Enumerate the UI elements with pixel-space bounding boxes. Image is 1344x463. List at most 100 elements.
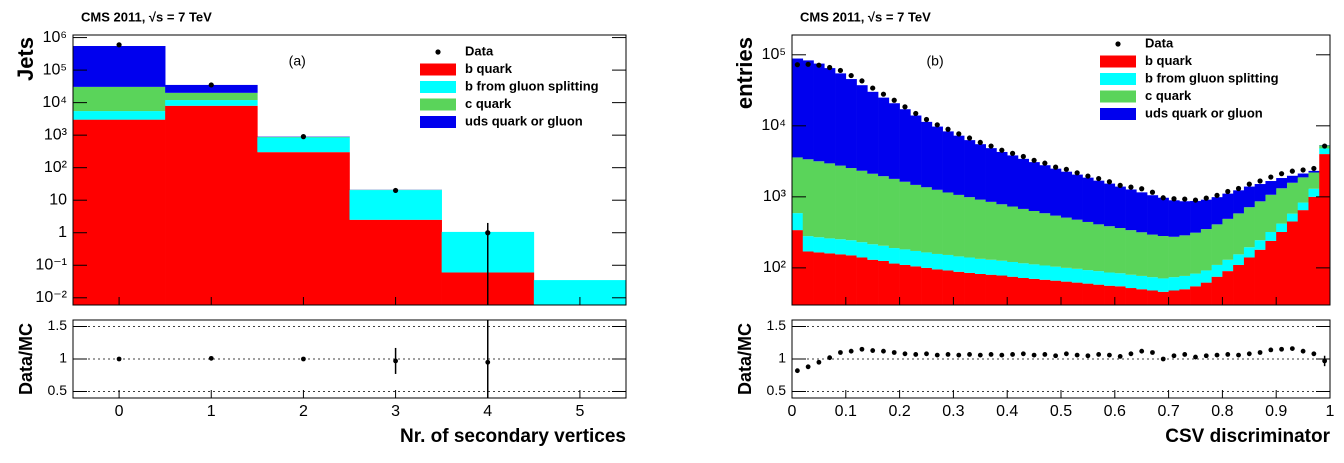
histogram-bar [921, 121, 933, 188]
histogram-bar [1071, 219, 1083, 269]
histogram-bar [257, 137, 350, 153]
y-tick-label: 1.5 [48, 317, 68, 333]
ratio-point [393, 358, 398, 364]
histogram-bar [824, 238, 836, 254]
histogram-bar [1200, 270, 1212, 283]
data-point [816, 62, 822, 68]
ratio-point [1203, 353, 1209, 359]
ratio-point [1010, 352, 1015, 357]
y-axis-title: Data/MC [16, 323, 36, 395]
legend-label: b quark [465, 61, 513, 76]
histogram-bar [813, 161, 825, 238]
histogram-bar [1093, 271, 1105, 285]
data-point [1171, 196, 1177, 202]
ratio-point [1322, 358, 1328, 364]
ratio-point [1257, 350, 1263, 355]
histogram-bar [910, 184, 922, 251]
histogram-bar [1254, 240, 1266, 250]
histogram-bar [867, 173, 879, 245]
histogram-bar [802, 159, 814, 237]
data-point [1009, 150, 1016, 156]
histogram-bar [899, 109, 911, 182]
histogram-bar [1243, 247, 1255, 258]
ratio-point [794, 368, 800, 374]
histogram-bar [792, 157, 804, 214]
histogram-bar [878, 176, 890, 246]
histogram-bar [1265, 181, 1277, 195]
histogram-bar [1028, 162, 1040, 211]
histogram-bar [996, 260, 1008, 276]
data-point [827, 64, 833, 71]
histogram-bar [73, 111, 166, 120]
histogram-bar [1168, 200, 1180, 237]
histogram-bar [349, 190, 442, 220]
y-axis-title: Jets [13, 37, 38, 81]
ratio-point [848, 348, 854, 354]
data-point [988, 143, 994, 149]
histogram-bar [953, 194, 965, 257]
ratio-point [1225, 352, 1231, 357]
data-point [1235, 185, 1242, 192]
ratio-point [977, 352, 983, 358]
histogram-bar [1211, 264, 1223, 277]
histogram-bar [1308, 170, 1320, 173]
ratio-point [924, 351, 929, 357]
ratio-point [945, 352, 951, 357]
data-point [1268, 174, 1274, 180]
ratio-point [301, 356, 306, 362]
histogram-bar [1017, 263, 1030, 278]
histogram-bar [964, 197, 976, 258]
histogram-bar [878, 260, 890, 305]
x-tick-label: 0.9 [1265, 403, 1287, 420]
data-point [870, 85, 876, 91]
y-tick-label: 10³ [44, 126, 68, 143]
x-tick-label: 5 [575, 403, 584, 420]
histogram-bar [953, 271, 965, 305]
histogram-bar [1265, 240, 1277, 305]
histogram-bar [1082, 221, 1094, 271]
x-tick-label: 0.1 [835, 403, 857, 420]
histogram-bar [910, 250, 922, 267]
histogram-bar [1007, 261, 1019, 277]
histogram-bar [1039, 165, 1051, 214]
histogram-bar [910, 266, 922, 305]
histogram-bar [1028, 278, 1040, 305]
x-tick-label: 0.3 [942, 403, 964, 420]
data-point [966, 135, 973, 141]
data-point [300, 134, 307, 140]
histogram-bar [165, 92, 258, 101]
histogram-bar [1254, 201, 1266, 241]
ratio-point [1311, 351, 1317, 357]
ratio-point [1171, 353, 1177, 359]
y-tick-label: 1 [58, 224, 67, 241]
histogram-bar [1265, 194, 1277, 232]
ratio-point [1063, 351, 1069, 357]
histogram-bar [1286, 175, 1299, 183]
histogram-bar [931, 189, 943, 254]
histogram-bar [165, 100, 258, 106]
x-axis-title: CSV discriminator [1165, 426, 1330, 447]
y-tick-label: 0.5 [48, 382, 68, 398]
legend-swatch [420, 63, 456, 76]
ratio-point [1150, 350, 1155, 355]
histogram-bar [1297, 177, 1309, 203]
histogram-bar [888, 178, 900, 249]
histogram-bar [1222, 271, 1234, 305]
histogram-bar [1039, 265, 1051, 280]
histogram-bar [1190, 273, 1202, 287]
histogram-bar [1276, 231, 1288, 305]
data-point [1128, 184, 1134, 190]
histogram-bar [1007, 155, 1019, 207]
histogram-bar [921, 267, 933, 305]
x-tick-label: 0.8 [1211, 403, 1233, 420]
histogram-bar [1071, 174, 1083, 220]
histogram-bar [953, 135, 965, 195]
ratio-point [1214, 352, 1220, 358]
data-point [1182, 196, 1188, 202]
y-tick-label: 1 [59, 350, 67, 366]
ratio-point [967, 352, 972, 357]
histogram-bar [1157, 278, 1169, 292]
histogram-bar [1017, 208, 1030, 264]
legend-swatch [1100, 90, 1136, 103]
